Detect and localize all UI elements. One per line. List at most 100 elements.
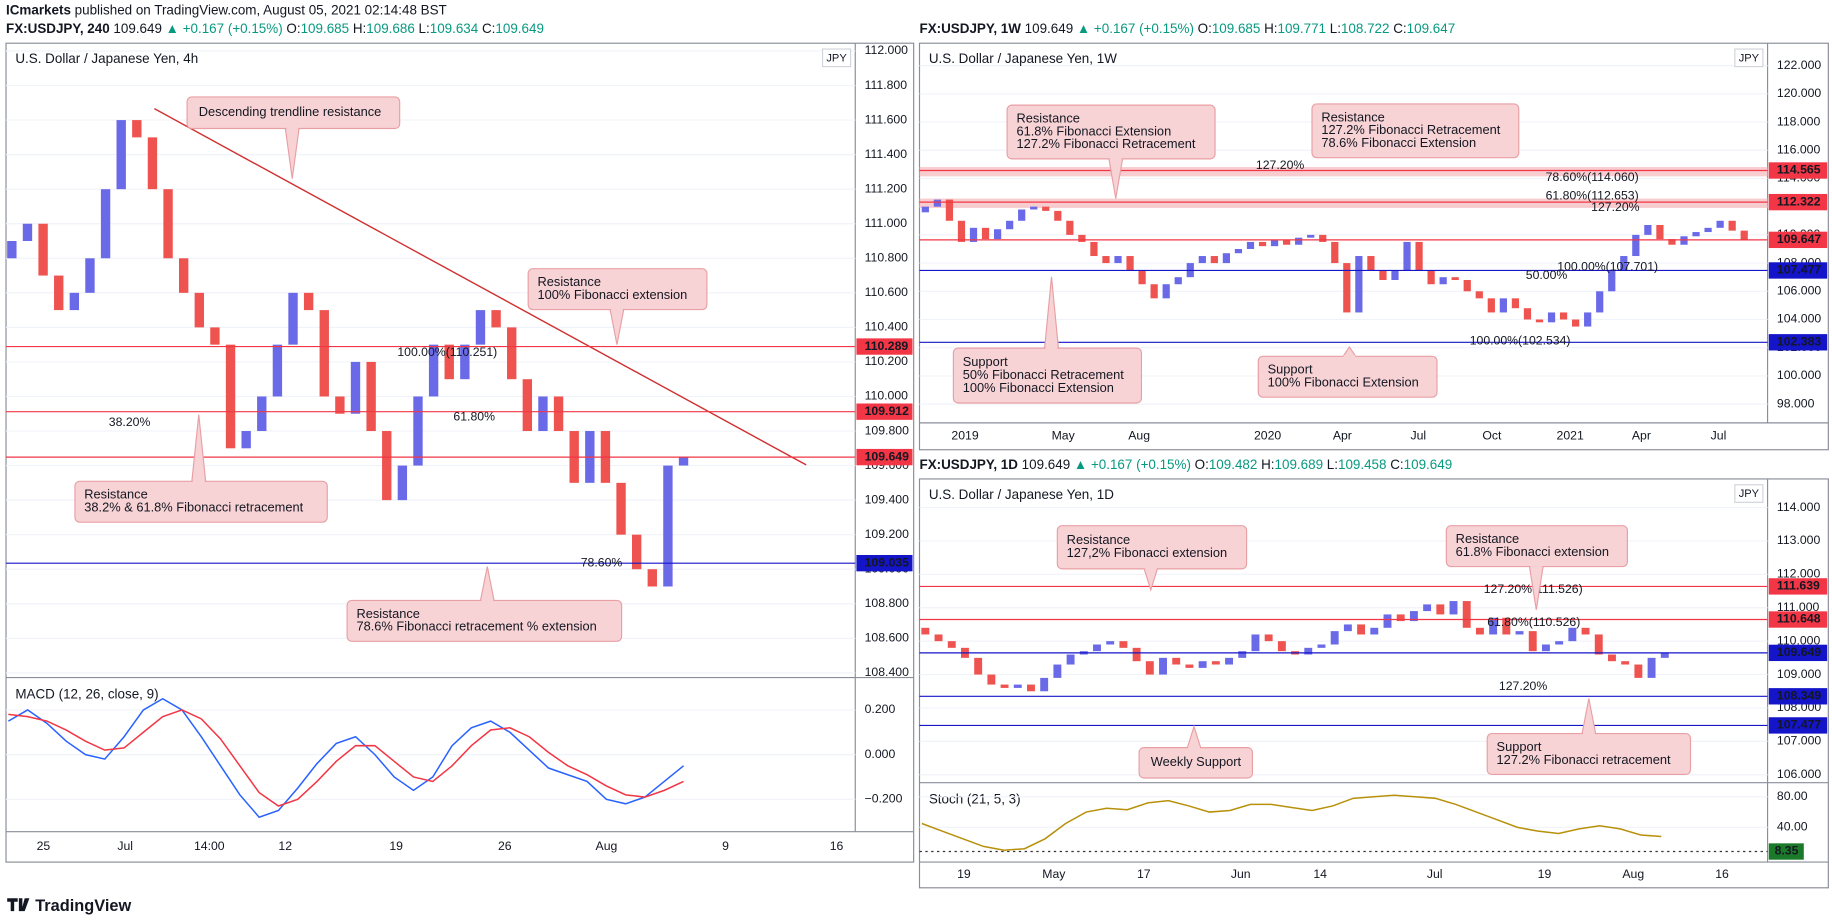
callout-text: Support <box>963 354 1008 369</box>
currency-label: JPY <box>1739 52 1760 64</box>
candle <box>69 292 80 311</box>
candle <box>428 344 439 397</box>
candle <box>7 241 17 259</box>
time-label: 19 <box>389 839 403 853</box>
candle <box>921 206 929 213</box>
symbol-field: 109.634 <box>430 21 482 36</box>
candle <box>1634 664 1643 678</box>
symbol-bar: FX:USDJPY, 240 109.649 ▲ +0.167 (+0.15%)… <box>6 21 544 36</box>
candle <box>257 396 267 432</box>
callout-text: 78.6% Fibonacci Extension <box>1321 135 1476 150</box>
candle <box>397 465 408 501</box>
time-label: May <box>1042 867 1066 881</box>
candle <box>522 379 533 432</box>
chart-panel: FX:USDJPY, 240 109.649 ▲ +0.167 (+0.15%)… <box>5 21 915 863</box>
candle <box>1391 270 1399 281</box>
candle <box>319 310 329 397</box>
time-label: 2020 <box>1254 429 1281 443</box>
candle <box>1264 634 1273 642</box>
time-label: Aug <box>1622 867 1644 881</box>
time-label: Apr <box>1333 429 1352 443</box>
candle <box>1704 227 1712 233</box>
callout-text: 127.2% Fibonacci retracement <box>1497 752 1671 767</box>
candle <box>1439 277 1447 285</box>
symbol-field: 109.686 <box>366 21 418 36</box>
candle <box>1660 652 1669 658</box>
candle <box>1211 661 1220 665</box>
candle <box>100 189 111 259</box>
symbol-field: 109.482 <box>1209 456 1261 471</box>
price-tag-label: 109.649 <box>1777 645 1821 659</box>
candle <box>1489 617 1498 635</box>
price-tag-label: 112.322 <box>1777 194 1821 208</box>
zone-band <box>919 167 1768 177</box>
symbol-field: C: <box>1390 456 1403 471</box>
candle <box>1584 312 1592 327</box>
symbol-field: ▲ +0.167 (+0.15%) <box>1074 456 1195 471</box>
candle <box>444 344 454 380</box>
candle <box>1030 206 1038 210</box>
price-tag <box>1768 162 1828 179</box>
symbol-field: 109.647 <box>1407 21 1456 36</box>
candle <box>1596 291 1604 313</box>
indicator-line <box>921 794 1662 852</box>
candle <box>178 258 189 293</box>
indicator-line <box>8 709 684 807</box>
candle <box>1132 647 1141 662</box>
price-tag <box>1768 193 1828 211</box>
price-tag-label: 110.289 <box>865 339 909 353</box>
callout-text: 127.2% Fibonacci Retracement <box>1321 122 1500 137</box>
currency-box <box>821 48 852 68</box>
callout-text: Resistance <box>1016 111 1079 126</box>
publish-info: published on TradingView.com, August 05,… <box>71 2 447 17</box>
price-tick-label: 110.600 <box>865 285 909 299</box>
callout-text: Support <box>1497 739 1542 754</box>
candle <box>945 199 954 221</box>
candle <box>1572 319 1580 327</box>
price-tag-label: 109.912 <box>865 404 909 418</box>
candle <box>957 220 966 242</box>
price-tag-label: 109.649 <box>865 449 909 463</box>
candle <box>1013 684 1022 688</box>
currency-box <box>1734 48 1764 68</box>
candle <box>1307 234 1315 238</box>
symbol-bar: FX:USDJPY, 1W 109.649 ▲ +0.167 (+0.15%) … <box>920 21 1456 36</box>
time-label: Jul <box>1711 429 1727 443</box>
chart-panel: FX:USDJPY, 1W 109.649 ▲ +0.167 (+0.15%) … <box>918 21 1829 451</box>
candle <box>678 457 689 466</box>
price-tick-label: 110.400 <box>865 320 909 334</box>
fib-label: 78.60%(114.060) <box>1546 170 1639 184</box>
time-label: Jul <box>117 839 133 853</box>
candle <box>1258 241 1267 247</box>
symbol-field: 109.685 <box>1212 21 1264 36</box>
symbol-field: O: <box>1198 21 1212 36</box>
callout-text: 78.6% Fibonacci retracement % extension <box>356 619 596 634</box>
callout-text: 100% Fibonacci Extension <box>1268 375 1419 390</box>
candle <box>1620 256 1628 271</box>
indicator-tick-label: 40.00 <box>1777 820 1808 834</box>
fib-label: 127.20% <box>1256 158 1304 172</box>
candle <box>1523 308 1532 320</box>
candle <box>1145 661 1154 675</box>
symbol-field: H: <box>1261 456 1274 471</box>
fib-label: 78.60% <box>581 555 623 569</box>
symbol-field: 109.649 <box>1404 456 1453 471</box>
candle <box>1475 627 1484 635</box>
time-label: Aug <box>596 839 618 853</box>
candle <box>1355 256 1363 313</box>
candle <box>934 634 943 642</box>
candle <box>54 275 64 311</box>
fib-label: 61.80% <box>453 409 495 423</box>
price-tick-label: 111.000 <box>1777 600 1820 614</box>
callout-text: 61.8% Fibonacci extension <box>1456 544 1609 559</box>
candle <box>1383 614 1392 628</box>
candle <box>241 431 251 449</box>
symbol-field: 109.649 <box>495 21 544 36</box>
publisher: ICmarkets <box>6 2 71 17</box>
candle <box>1277 641 1286 652</box>
symbol-field: 109.649 <box>113 21 165 36</box>
price-tick-label: 110.800 <box>865 251 909 265</box>
candle <box>993 229 1002 240</box>
candle <box>663 465 673 587</box>
chart-title: U.S. Dollar / Japanese Yen, 4h <box>15 51 198 66</box>
